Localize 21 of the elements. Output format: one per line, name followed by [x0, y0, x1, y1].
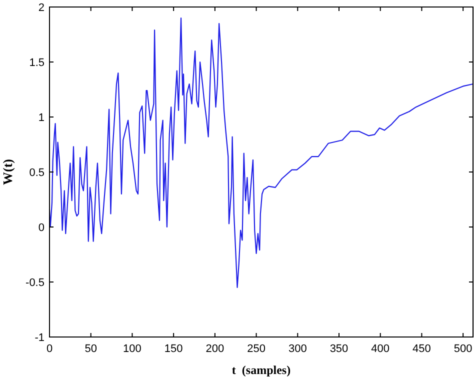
y-tick-label: 2 — [38, 2, 44, 14]
x-tick-label: 250 — [247, 343, 266, 355]
y-tick-label: 1.5 — [29, 57, 44, 69]
y-axis-title: W(t) — [0, 159, 15, 185]
x-tick-label: 300 — [288, 343, 307, 355]
y-tick-label: -0.5 — [26, 277, 44, 289]
x-tick-label: 350 — [330, 343, 348, 355]
x-tick-label: 100 — [123, 343, 142, 355]
y-tick-label: 1 — [38, 112, 44, 124]
x-tick-label: 150 — [164, 343, 183, 355]
x-tick-label: 200 — [206, 343, 224, 355]
x-axis-title: t (samples) — [232, 363, 291, 377]
x-tick-label: 400 — [371, 343, 390, 355]
x-tick-label: 0 — [46, 343, 53, 355]
y-tick-label: 0 — [38, 222, 44, 234]
x-tick-label: 450 — [412, 343, 431, 355]
line-series — [48, 17, 474, 288]
x-tick-label: 500 — [454, 343, 472, 355]
y-tick-label: -1 — [34, 332, 44, 344]
x-tick-label: 50 — [84, 343, 97, 355]
y-tick-label: 0.5 — [29, 167, 44, 179]
